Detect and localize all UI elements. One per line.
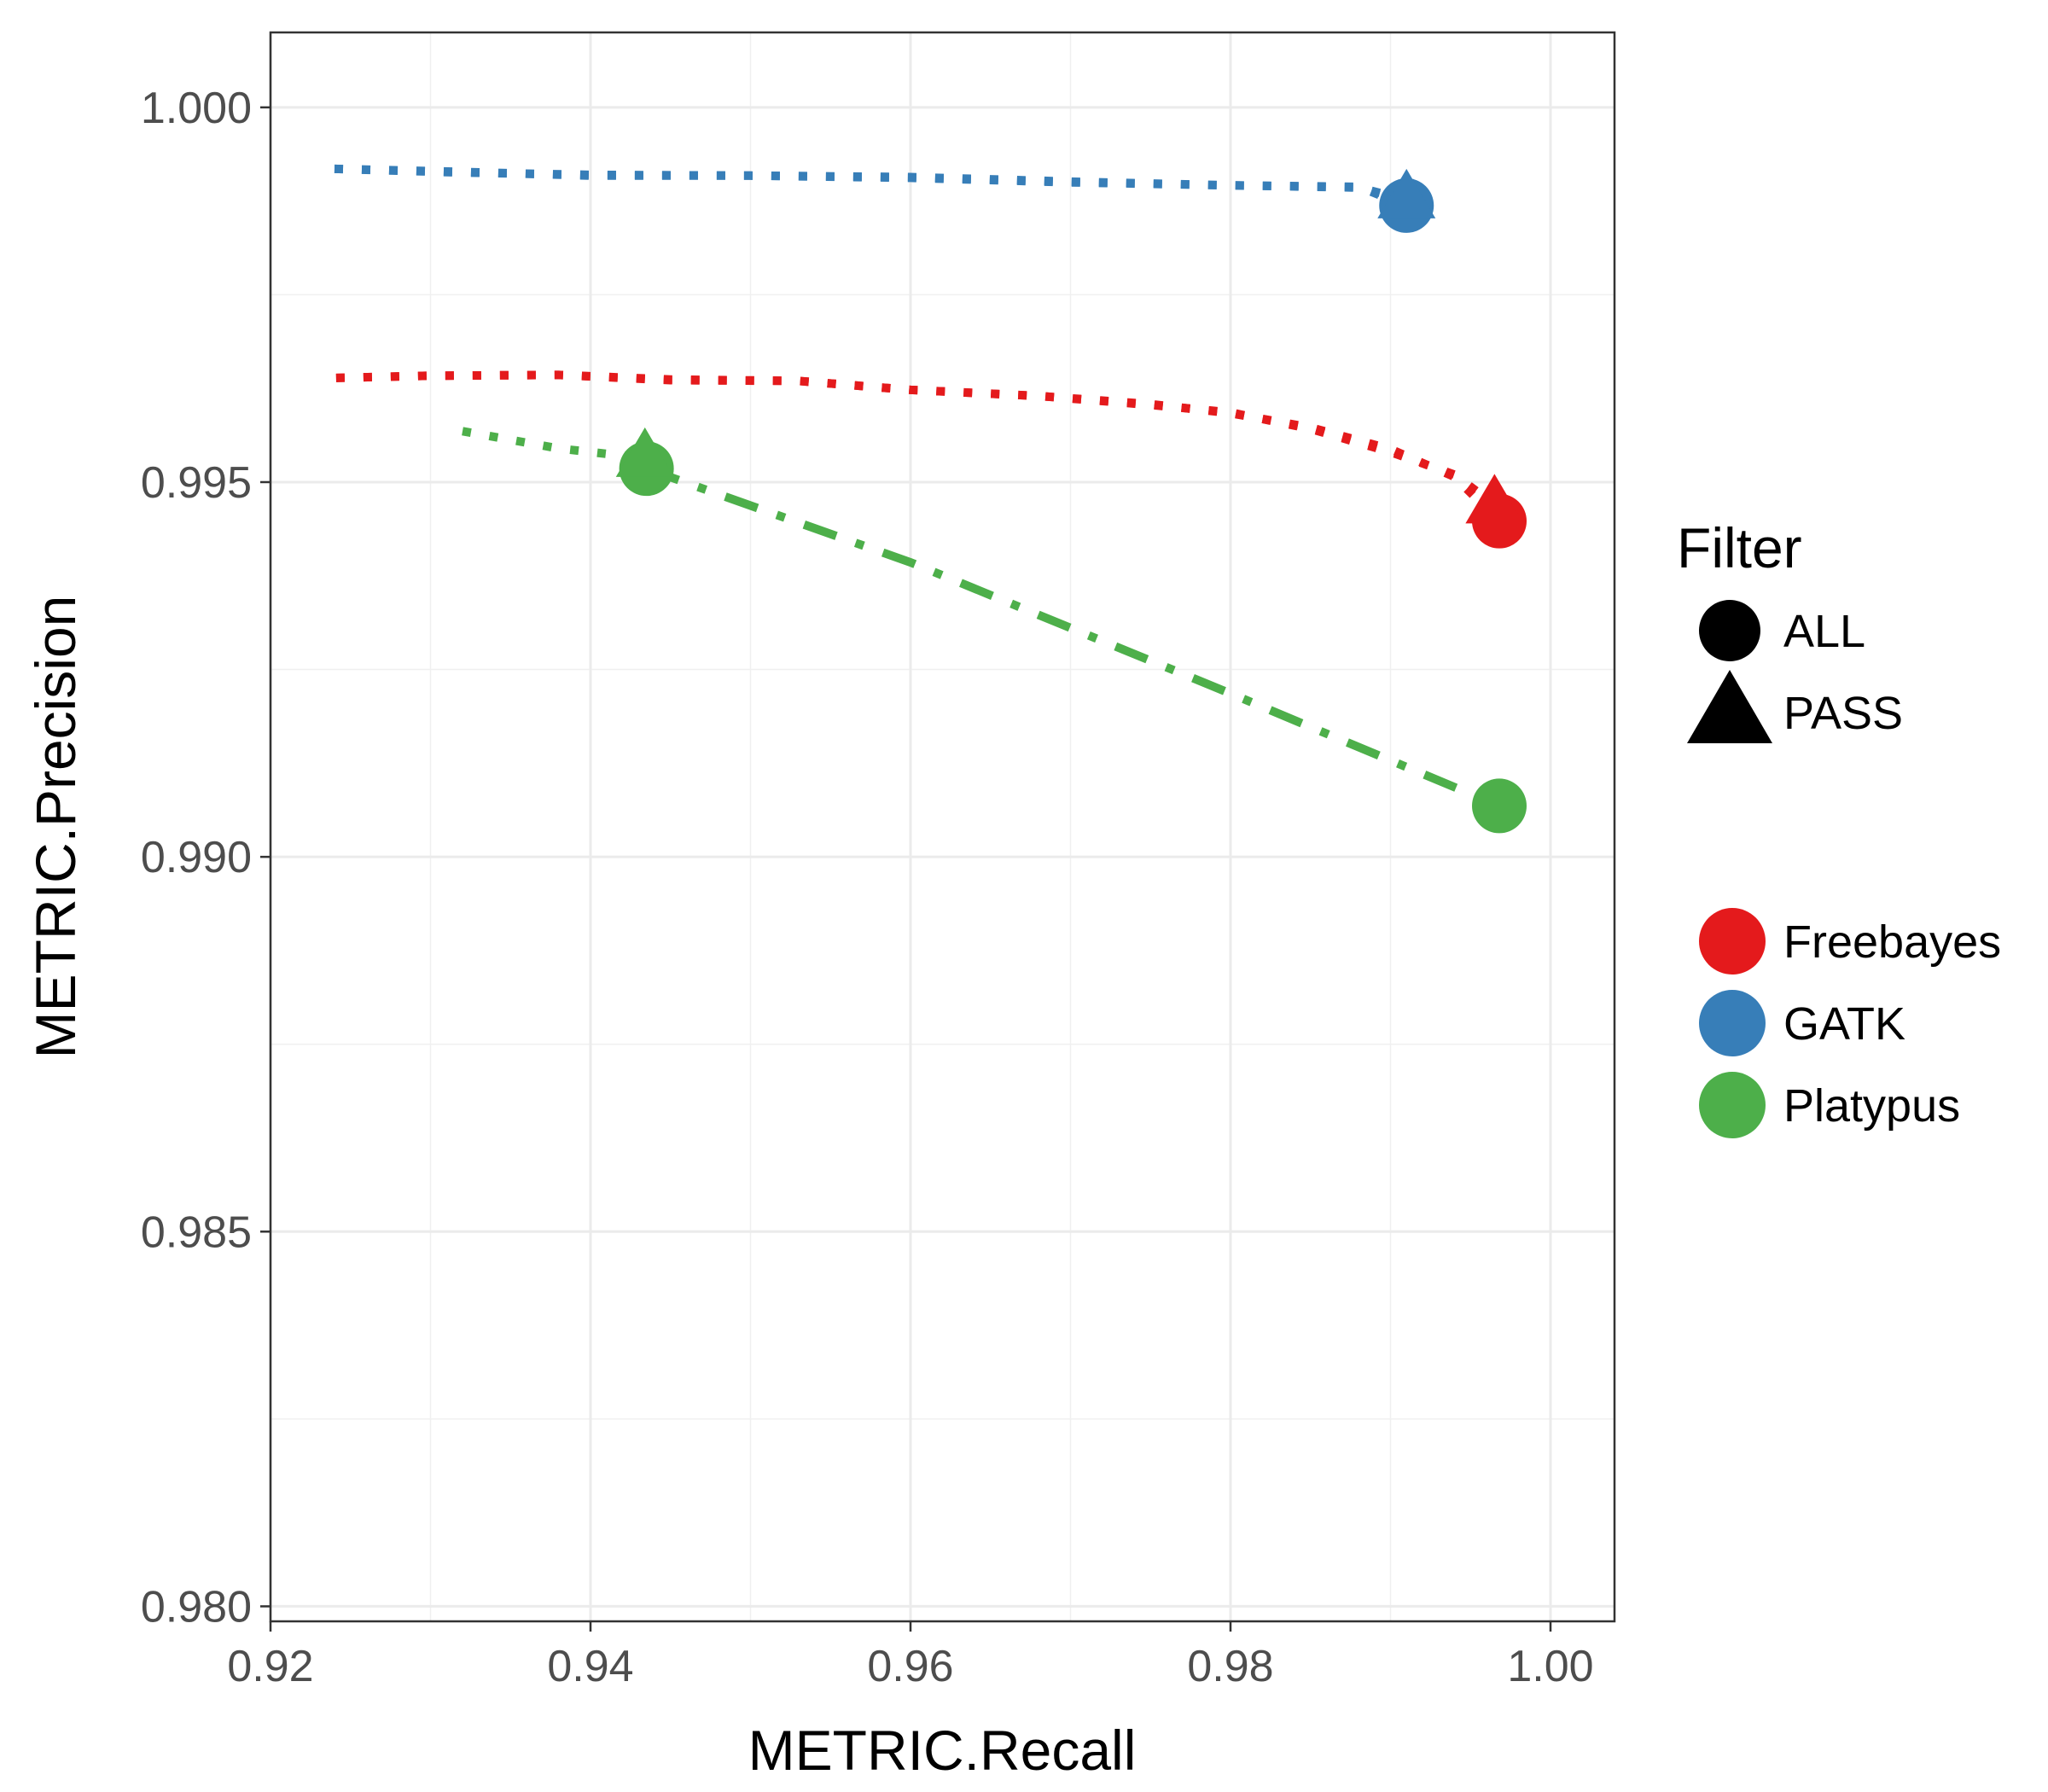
legend-key-platypus-color: [1699, 1072, 1766, 1138]
series-line-freebayes-pass: [335, 370, 1498, 509]
legend-title-filter: Filter: [1677, 516, 1802, 579]
data-points: [615, 168, 1527, 834]
legend-label-all: ALL: [1783, 606, 1865, 657]
legend-key-pass-triangle: [1687, 670, 1772, 743]
legend-key-all-circle: [1699, 600, 1760, 661]
y-axis: 0.980 0.985 0.990 0.995 1.000: [141, 84, 271, 1632]
y-tick-label: 0.980: [141, 1582, 252, 1632]
x-tick-label: 0.92: [227, 1642, 313, 1691]
panel-border: [269, 31, 1616, 1623]
legend-key-freebayes-color: [1699, 908, 1766, 975]
point-platypus-all-circle: [1472, 778, 1527, 834]
x-axis-title: METRIC.Recall: [748, 1719, 1137, 1782]
y-tick-label: 0.995: [141, 458, 252, 508]
y-tick-label: 0.990: [141, 833, 252, 882]
series-lines: [334, 164, 1503, 811]
legend-label-pass: PASS: [1783, 688, 1903, 739]
x-tick-label: 0.94: [547, 1642, 633, 1691]
plot-panel: [269, 31, 1616, 1623]
legend-color-entries: Freebayes GATK Platypus: [1699, 908, 2001, 1138]
series-line-platypus-all: [644, 464, 1501, 811]
legend: Filter ALL PASS Freebayes GATK Platypus: [1677, 516, 2001, 1138]
legend-shape-entries: ALL PASS: [1687, 600, 1903, 743]
point-gatk-pass-triangle: [1377, 168, 1436, 218]
series-line-platypus-pass: [462, 427, 646, 463]
legend-key-gatk-color: [1699, 990, 1766, 1056]
panel-background: [271, 32, 1615, 1621]
legend-label-gatk: GATK: [1783, 998, 1905, 1050]
x-tick-label: 0.96: [867, 1642, 953, 1691]
y-tick-label: 0.985: [141, 1207, 252, 1257]
legend-label-platypus: Platypus: [1783, 1080, 1960, 1132]
x-axis: 0.92 0.94 0.96 0.98 1.00: [227, 1621, 1594, 1691]
point-platypus-pass-triangle: [615, 427, 674, 477]
y-tick-label: 1.000: [141, 84, 252, 133]
point-freebayes-pass-triangle: [1465, 474, 1524, 524]
x-tick-label: 0.98: [1187, 1642, 1273, 1691]
x-tick-label: 1.00: [1507, 1642, 1593, 1691]
y-axis-title: METRIC.Precision: [24, 596, 87, 1059]
minor-gridlines: [271, 32, 1615, 1621]
series-line-gatk-pass: [334, 164, 1408, 204]
legend-label-freebayes: Freebayes: [1783, 916, 2001, 968]
